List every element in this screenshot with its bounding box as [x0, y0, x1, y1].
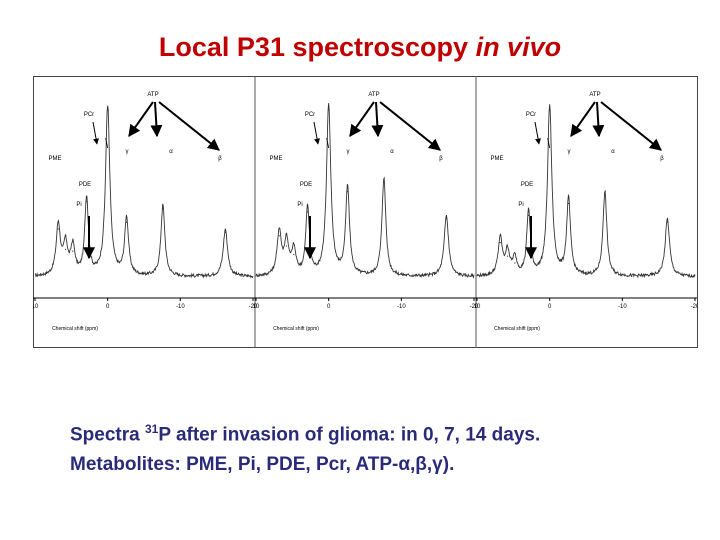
peak-point — [567, 202, 570, 205]
label-alpha: α — [611, 149, 615, 155]
label-pi: Pi — [297, 202, 302, 208]
label-beta: β — [439, 156, 443, 162]
label-gamma: γ — [568, 149, 571, 155]
label-pme: PME — [48, 156, 61, 162]
x-tick-label: -20 — [470, 304, 479, 310]
title-main: Local P31 spectroscopy — [158, 32, 469, 62]
arrow-atp-gamma — [349, 101, 375, 137]
x-axis-label: Chemical shift (ppm) — [52, 326, 98, 332]
caption: Spectra 31P after invasion of glioma: in… — [70, 414, 710, 480]
label-atp: ATP — [147, 92, 158, 98]
arrow-atp-beta — [158, 101, 220, 151]
label-gamma: γ — [347, 149, 350, 155]
label-pde: PDE — [300, 182, 312, 188]
label-alpha: α — [390, 149, 394, 155]
peak-point — [604, 194, 606, 196]
peak-point — [346, 191, 349, 193]
peak-point — [445, 218, 447, 220]
label-pi: Pi — [76, 202, 81, 208]
label-pcr: PCr — [526, 112, 536, 118]
caption-line-2: Metabolites: PME, Pi, PDE, Pcr, ATP-α,β,… — [70, 454, 455, 476]
x-axis-label: Chemical shift (ppm) — [494, 326, 540, 332]
label-gamma: γ — [126, 149, 129, 155]
arrow-atp-gamma — [128, 101, 154, 137]
x-tick-label: -10 — [618, 304, 627, 310]
title-italic: in vivo — [475, 32, 562, 62]
arrow-pcr — [313, 121, 320, 145]
peak-point — [64, 248, 67, 250]
arrow-atp-alpha — [371, 101, 384, 138]
arrow-atp-gamma — [570, 101, 596, 137]
peak-point — [57, 228, 59, 230]
spectrum-panel-1: 10 0 -10 -20 Chemical shift (ppm) ATP PCr PME PD… — [33, 92, 258, 332]
x-tick-label: 0 — [106, 304, 110, 310]
x-tick-label: -10 — [176, 304, 185, 310]
label-beta: β — [660, 156, 664, 162]
peak-point — [499, 242, 501, 244]
x-tick-label: 0 — [548, 304, 552, 310]
caption-line1-rest: P after invasion of glioma: in 0, 7, 14 … — [158, 424, 541, 446]
x-tick-label: -10 — [397, 304, 406, 310]
caption-isotope: 31 — [144, 422, 159, 436]
spectrum-line — [255, 103, 475, 279]
label-pme: PME — [269, 156, 282, 162]
label-alpha: α — [169, 149, 173, 155]
arrow-atp-beta — [379, 101, 441, 151]
pcr-tick — [105, 137, 109, 149]
arrow-atp-alpha — [150, 101, 163, 138]
x-tick-label: 0 — [327, 304, 331, 310]
peak-point — [224, 231, 226, 233]
peak-point — [285, 245, 288, 247]
arrow-pcr — [92, 121, 99, 145]
peak-point — [328, 109, 330, 111]
x-tick-label: 10 — [253, 304, 260, 310]
peak-point — [125, 221, 128, 223]
label-pi: Pi — [518, 202, 523, 208]
caption-line-1: Spectra 31P after invasion of glioma: in… — [70, 414, 710, 450]
label-atp: ATP — [368, 92, 379, 98]
x-tick-label: 10 — [33, 304, 39, 310]
label-pcr: PCr — [84, 112, 94, 118]
x-axis-label: Chemical shift (ppm) — [273, 326, 319, 332]
label-atp: ATP — [589, 92, 600, 98]
label-pcr: PCr — [305, 112, 315, 118]
peak-point — [278, 235, 280, 237]
label-beta: β — [218, 156, 222, 162]
arrow-atp-beta — [600, 101, 662, 151]
figure-frame — [33, 76, 698, 348]
x-tick-label: -20 — [249, 304, 258, 310]
peak-point — [514, 262, 516, 264]
pcr-tick — [547, 137, 551, 149]
label-pme: PME — [490, 156, 503, 162]
label-pde: PDE — [521, 182, 533, 188]
peak-point — [666, 221, 668, 223]
peak-point — [549, 109, 551, 111]
arrow-pcr — [534, 121, 541, 145]
spectrum-line — [34, 105, 254, 279]
peak-point — [306, 211, 309, 213]
peak-point — [506, 255, 509, 257]
caption-prefix: Spectra — [70, 424, 145, 446]
peak-point — [72, 250, 74, 252]
peak-point — [383, 180, 385, 182]
spectrum-panel-2: 10 0 -10 -20 Chemical shift (ppm) ATP PCr PME PD… — [253, 92, 479, 332]
x-tick-label: 10 — [474, 304, 481, 310]
peak-point — [85, 201, 88, 203]
spectrum-panel-3: 10 0 -10 -20 Chemical shift (ppm) ATP PCr PME PD… — [474, 92, 698, 332]
peak-point — [293, 253, 295, 256]
peak-point — [527, 214, 530, 216]
label-pde: PDE — [79, 182, 91, 188]
spectra-figure: 10 0 -10 -20 Chemical shift (ppm) ATP PCr PME PD… — [33, 76, 698, 348]
slide-title: Local P31 spectroscopy in vivo — [0, 32, 720, 63]
spectrum-line — [476, 104, 696, 279]
pcr-tick — [326, 137, 330, 149]
x-tick-label: -20 — [691, 304, 698, 310]
peak-point — [107, 109, 109, 111]
peak-point — [162, 208, 164, 210]
arrow-atp-alpha — [592, 101, 605, 138]
